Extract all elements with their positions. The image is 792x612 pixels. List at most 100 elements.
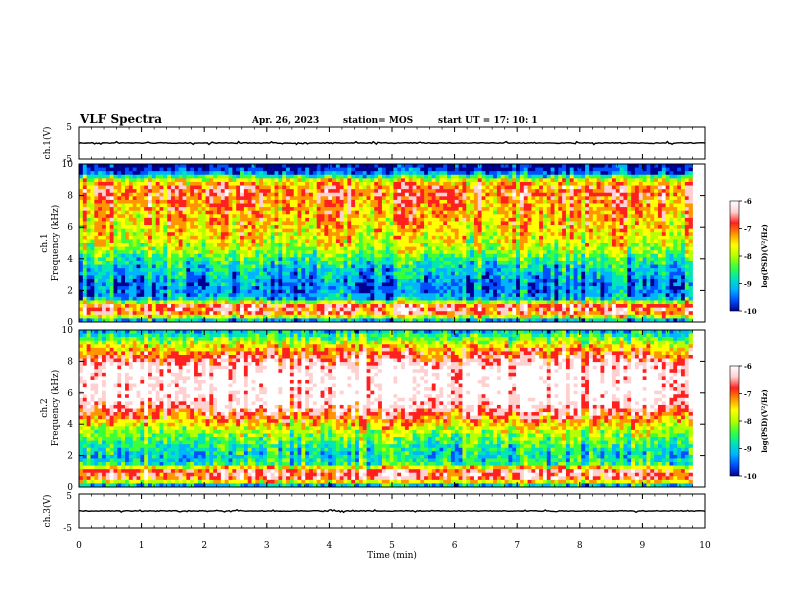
spectrogram-cell (133, 221, 137, 225)
spectrogram-cell (263, 268, 267, 272)
spectrogram-cell (305, 186, 309, 190)
spectrogram-cell (397, 232, 401, 236)
spectrogram-cell (623, 211, 627, 215)
spectrogram-cell (443, 204, 447, 208)
spectrogram-cell (267, 265, 271, 269)
spectrogram-cell (528, 168, 532, 172)
spectrogram-cell (336, 272, 340, 276)
spectrogram-cell (382, 175, 386, 179)
spectrogram-cell (244, 254, 248, 258)
spectrogram-cell (236, 261, 240, 265)
spectrogram-cell (236, 225, 240, 229)
spectrogram-cell (179, 257, 183, 261)
spectrogram-cell (662, 268, 666, 272)
spectrogram-cell (140, 247, 144, 251)
spectrogram-cell (102, 207, 106, 211)
spectrogram-cell (175, 236, 179, 240)
spectrogram-cell (83, 182, 87, 186)
spectrogram-cell (171, 229, 175, 233)
spectrogram-cell (493, 175, 497, 179)
spectrogram-cell (432, 239, 436, 243)
spectrogram-cell (401, 239, 405, 243)
spectrogram-cell (121, 257, 125, 261)
spectrogram-cell (543, 243, 547, 247)
spectrogram-cell (229, 225, 233, 229)
spectrogram-cell (79, 168, 83, 172)
spectrogram-cell (286, 186, 290, 190)
spectrogram-cell (183, 257, 187, 261)
spectrogram-cell (505, 257, 509, 261)
spectrogram-cell (156, 272, 160, 276)
spectrogram-cell (259, 265, 263, 269)
spectrogram-cell (167, 225, 171, 229)
spectrogram-cell (183, 272, 187, 276)
spectrogram-cell (669, 265, 673, 269)
spectrogram-cell (370, 221, 374, 225)
spectrogram-cell (110, 272, 114, 276)
spectrogram-cell (309, 168, 313, 172)
spectrogram-cell (654, 207, 658, 211)
spectrogram-cell (451, 250, 455, 254)
spectrogram-cell (321, 207, 325, 211)
spectrogram-cell (370, 236, 374, 240)
spectrogram-cell (351, 236, 355, 240)
spectrogram-cell (524, 168, 528, 172)
spectrogram-cell (616, 218, 620, 222)
spectrogram-cell (577, 196, 581, 200)
spectrogram-cell (673, 214, 677, 218)
spectrogram-cell (597, 272, 601, 276)
spectrogram-cell (397, 168, 401, 172)
spectrogram-cell (217, 211, 221, 215)
spectrogram-cell (535, 189, 539, 193)
spectrogram-cell (129, 175, 133, 179)
spectrogram-cell (148, 182, 152, 186)
spectrogram-cell (363, 196, 367, 200)
spectrogram-cell (117, 261, 121, 265)
spectrogram-cell (558, 221, 562, 225)
spectrogram-cell (221, 247, 225, 251)
spectrogram-cell (206, 196, 210, 200)
spectrogram-cell (562, 168, 566, 172)
spectrogram-cell (566, 218, 570, 222)
spectrogram-cell (623, 257, 627, 261)
spectrogram-cell (581, 243, 585, 247)
spectrogram-cell (336, 261, 340, 265)
spectrogram-cell (152, 207, 156, 211)
spectrogram-cell (183, 214, 187, 218)
spectrogram-cell (374, 236, 378, 240)
spectrogram-cell (294, 225, 298, 229)
spectrogram-cell (401, 175, 405, 179)
spectrogram-cell (390, 229, 394, 233)
spectrogram-cell (340, 250, 344, 254)
spectrogram-cell (669, 225, 673, 229)
spectrogram-cell (209, 247, 213, 251)
spectrogram-cell (324, 189, 328, 193)
spectrogram-cell (677, 221, 681, 225)
spectrogram-cell (190, 189, 194, 193)
spectrogram-cell (332, 243, 336, 247)
spectrogram-cell (94, 175, 98, 179)
spectrogram-cell (336, 218, 340, 222)
spectrogram-cell (390, 221, 394, 225)
spectrogram-cell (232, 178, 236, 182)
spectrogram-cell (650, 168, 654, 172)
spectrogram-cell (620, 250, 624, 254)
spectrogram-cell (298, 171, 302, 175)
spectrogram-cell (351, 239, 355, 243)
spectrogram-cell (117, 186, 121, 190)
spectrogram-cell (110, 164, 114, 168)
spectrogram-cell (91, 272, 95, 276)
spectrogram-cell (152, 275, 156, 279)
spectrogram-cell (347, 182, 351, 186)
spectrogram-cell (562, 268, 566, 272)
spectrogram-cell (198, 268, 202, 272)
spectrogram-cell (110, 257, 114, 261)
spectrogram-cell (677, 243, 681, 247)
spectrogram-cell (631, 265, 635, 269)
spectrogram-cell (229, 204, 233, 208)
spectrogram-cell (244, 182, 248, 186)
spectrogram-cell (286, 272, 290, 276)
spectrogram-cell (466, 243, 470, 247)
spectrogram-cell (589, 214, 593, 218)
spectrogram-cell (267, 250, 271, 254)
